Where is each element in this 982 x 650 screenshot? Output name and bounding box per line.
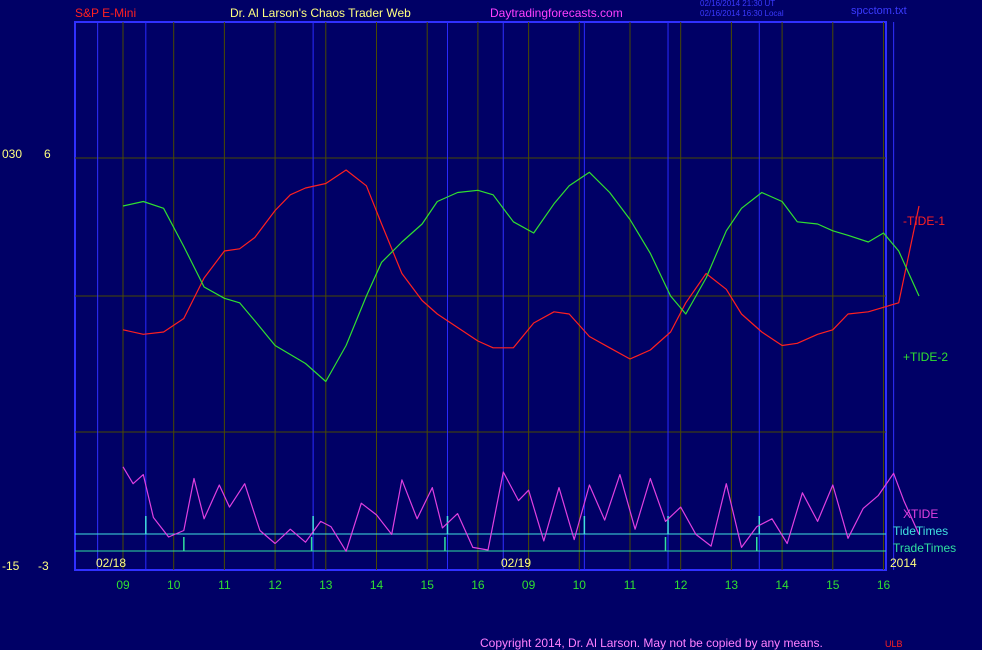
tide2-label: +TIDE-2 — [903, 350, 949, 364]
left-bottom-label-b: -3 — [38, 559, 49, 573]
hour-tick-label: 16 — [471, 578, 485, 592]
xtide-label: XTIDE — [903, 507, 939, 521]
stamp-ut: 02/16/2014 21:30 UT — [700, 0, 776, 8]
page-title: Dr. Al Larson's Chaos Trader Web — [230, 6, 411, 20]
stamp-local: 02/16/2014 16:30 Local — [700, 9, 784, 18]
date-label-2: 02/19 — [501, 556, 532, 570]
symbol-label: S&P E-Mini — [75, 6, 137, 20]
hour-tick-label: 09 — [116, 578, 130, 592]
hour-tick-label: 10 — [573, 578, 587, 592]
hour-tick-label: 15 — [826, 578, 840, 592]
hour-tick-label: 10 — [167, 578, 181, 592]
trade-times-label: TradeTimes — [893, 541, 957, 555]
tide1-label: -TIDE-1 — [903, 214, 945, 228]
hour-tick-label: 13 — [319, 578, 333, 592]
hour-tick-label: 14 — [370, 578, 384, 592]
hour-tick-label: 14 — [775, 578, 789, 592]
left-bottom-label-a: -15 — [2, 559, 20, 573]
hour-tick-label: 11 — [218, 578, 231, 592]
hour-tick-label: 15 — [421, 578, 435, 592]
xtide-line — [122, 466, 920, 552]
left-top-label-b: 6 — [44, 147, 51, 161]
date-label-1: 02/18 — [96, 556, 127, 570]
hour-tick-label: 11 — [624, 578, 637, 592]
hour-tick-label: 09 — [522, 578, 536, 592]
hour-tick-label: 12 — [268, 578, 282, 592]
year-label: 2014 — [890, 556, 917, 570]
ulb-badge: ULB — [885, 639, 903, 649]
hour-tick-label: 16 — [877, 578, 891, 592]
hour-tick-label: 12 — [674, 578, 688, 592]
tide1-line — [122, 169, 920, 360]
left-top-label-a: 030 — [2, 147, 23, 161]
copyright-text: Copyright 2014, Dr. Al Larson. May not b… — [480, 636, 823, 650]
hour-tick-label: 13 — [725, 578, 739, 592]
tide-times-label: TideTimes — [893, 524, 949, 538]
site-link[interactable]: Daytradingforecasts.com — [490, 6, 623, 20]
file-name: spcctom.txt — [851, 5, 907, 17]
tide2-line — [122, 171, 920, 383]
